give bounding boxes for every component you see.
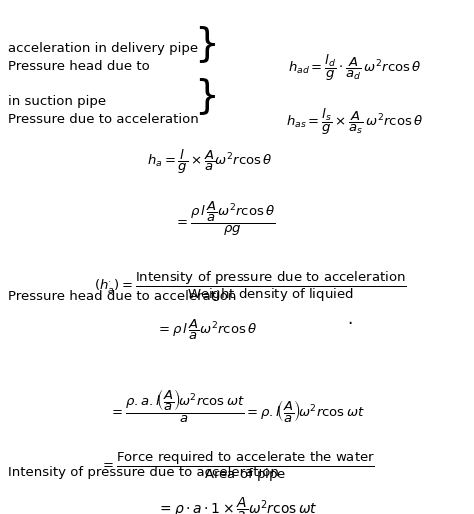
Text: $h_{as} = \dfrac{l_s}{g} \times \dfrac{A}{a_s}\,\omega^2 r \cos\theta$: $h_{as} = \dfrac{l_s}{g} \times \dfrac{A… <box>286 107 424 137</box>
Text: $\}$: $\}$ <box>194 25 216 65</box>
Text: $= \rho\, l\, \dfrac{A}{a}\omega^2 r \cos\theta$: $= \rho\, l\, \dfrac{A}{a}\omega^2 r \co… <box>156 318 257 342</box>
Text: $\}$: $\}$ <box>194 77 216 118</box>
Text: Intensity of pressure due to acceleration: Intensity of pressure due to acceleratio… <box>8 466 279 479</box>
Text: Pressure head due to: Pressure head due to <box>8 60 150 73</box>
Text: acceleration in delivery pipe: acceleration in delivery pipe <box>8 42 198 55</box>
Text: Pressure head due to acceleration: Pressure head due to acceleration <box>8 290 237 303</box>
Text: Pressure due to acceleration: Pressure due to acceleration <box>8 113 199 126</box>
Text: $h_{ad} = \dfrac{l_d}{g} \cdot \dfrac{A}{a_d}\,\omega^2 r \cos\theta$: $h_{ad} = \dfrac{l_d}{g} \cdot \dfrac{A}… <box>288 53 422 83</box>
Text: $(h_a^{\dot{}})= \dfrac{\mathrm{Intensity\ of\ pressure\ due\ to\ acceleration}}: $(h_a^{\dot{}})= \dfrac{\mathrm{Intensit… <box>94 270 406 304</box>
Text: $= \dfrac{\rho\, l\, \dfrac{A}{a}\omega^2 r \cos\theta}{\rho g}$: $= \dfrac{\rho\, l\, \dfrac{A}{a}\omega^… <box>174 200 276 238</box>
Text: $= \rho \cdot a \cdot 1 \times \dfrac{A}{a}\omega^2 r \cos\omega t$: $= \rho \cdot a \cdot 1 \times \dfrac{A}… <box>156 496 318 514</box>
Text: $= \dfrac{\rho .a.l\!\left(\dfrac{A}{a}\right)\!\omega^2 r \cos\omega t}{a} = \r: $= \dfrac{\rho .a.l\!\left(\dfrac{A}{a}\… <box>109 388 365 425</box>
Text: .: . <box>347 310 353 328</box>
Text: in suction pipe: in suction pipe <box>8 95 106 108</box>
Text: $h_a = \dfrac{l}{g} \times \dfrac{A}{a}\omega^2 r \cos\theta$: $h_a = \dfrac{l}{g} \times \dfrac{A}{a}\… <box>147 148 273 176</box>
Text: $= \dfrac{\mathrm{Force\ required\ to\ accelerate\ the\ water}}{\mathrm{Area\ of: $= \dfrac{\mathrm{Force\ required\ to\ a… <box>100 450 374 484</box>
